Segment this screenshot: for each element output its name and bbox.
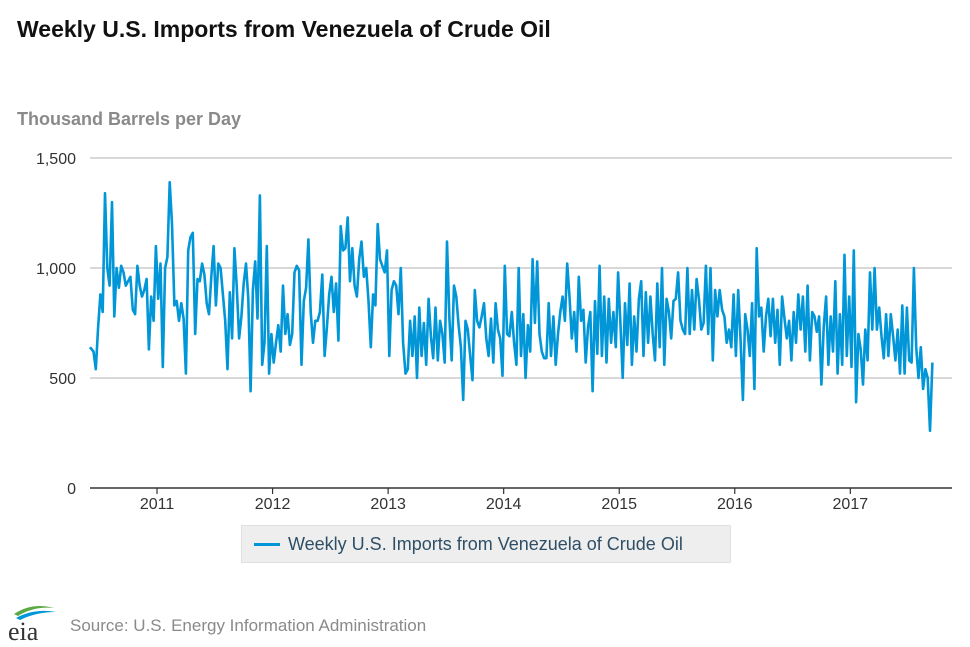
- legend-swatch: [254, 542, 280, 546]
- x-tick-label: 2016: [717, 496, 753, 513]
- series-line: [88, 180, 934, 433]
- y-tick-label: 1,000: [36, 261, 76, 278]
- x-axis: 2011 2012 2013 2014 2015 2016 2017: [90, 487, 952, 513]
- x-tick-label: 2017: [833, 496, 869, 513]
- logo-swoosh-blue: [16, 610, 56, 620]
- series-layer: [88, 180, 934, 433]
- x-tick-label: 2011: [140, 496, 175, 513]
- eia-logo: eia: [8, 606, 56, 644]
- y-tick-label: 0: [67, 481, 76, 498]
- x-tick-label: 2015: [601, 496, 637, 513]
- logo-swoosh-green: [14, 606, 54, 616]
- x-tick-label: 2012: [255, 496, 291, 513]
- source-note: Source: U.S. Energy Information Administ…: [70, 616, 427, 635]
- y-tick-label: 1,500: [36, 151, 76, 168]
- y-axis-unit-label: Thousand Barrels per Day: [17, 109, 242, 129]
- legend[interactable]: Weekly U.S. Imports from Venezuela of Cr…: [241, 525, 731, 563]
- x-tick-label: 2013: [370, 496, 406, 513]
- legend-label: Weekly U.S. Imports from Venezuela of Cr…: [288, 533, 683, 554]
- x-tick-label: 2014: [486, 496, 522, 513]
- y-tick-label: 500: [49, 371, 76, 388]
- logo-text: eia: [8, 617, 39, 644]
- y-axis-ticks: 0 500 1,000 1,500: [36, 151, 76, 498]
- chart-title: Weekly U.S. Imports from Venezuela of Cr…: [17, 16, 551, 42]
